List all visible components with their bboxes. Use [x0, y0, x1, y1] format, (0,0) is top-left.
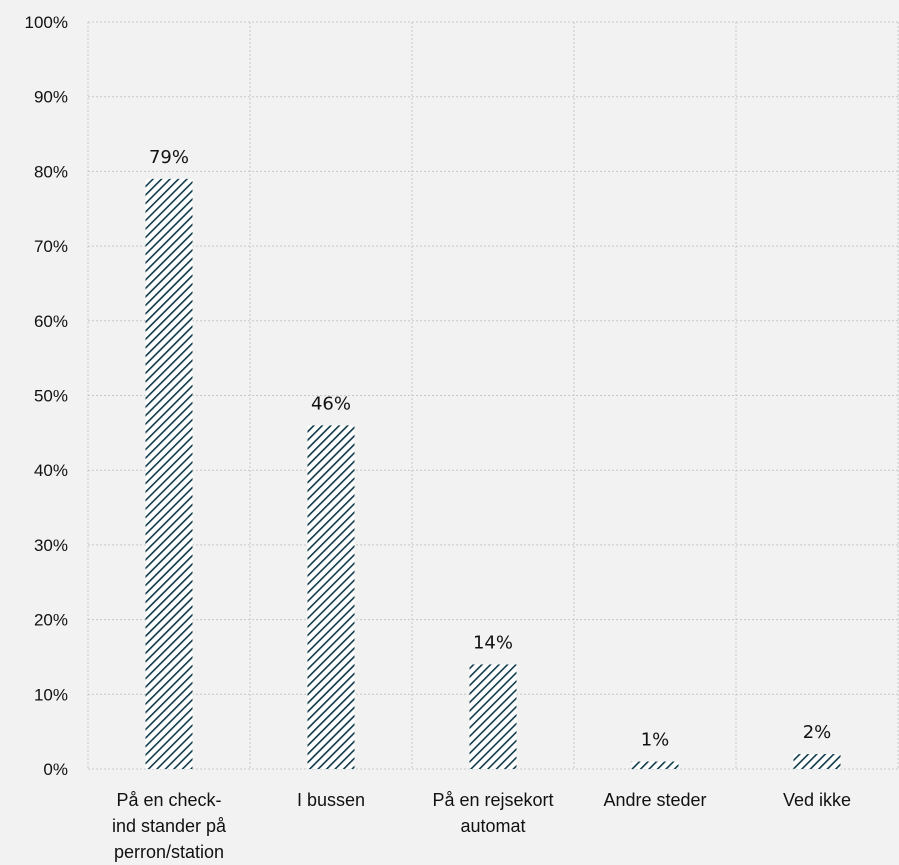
grid-lines — [87, 21, 899, 770]
bar — [631, 761, 679, 769]
y-tick-label: 50% — [34, 387, 68, 406]
x-axis-categories: På en check-ind stander på perron/station… — [112, 790, 851, 862]
bar — [793, 754, 841, 769]
y-tick-label: 70% — [34, 237, 68, 256]
category-label: Andre steder — [603, 790, 706, 810]
category-label: På en check- — [116, 790, 221, 810]
y-tick-label: 0% — [43, 760, 68, 779]
bars — [145, 178, 841, 769]
data-labels: 79% 46% 14% 1% 2% — [149, 147, 831, 751]
data-label: 14% — [473, 632, 513, 653]
y-tick-label: 90% — [34, 88, 68, 107]
y-tick-label: 20% — [34, 611, 68, 630]
y-tick-label: 40% — [34, 461, 68, 480]
data-label: 79% — [149, 147, 189, 168]
bar — [469, 664, 517, 769]
category-label: perron/station — [114, 842, 224, 862]
y-tick-label: 80% — [34, 162, 68, 181]
y-tick-label: 10% — [34, 685, 68, 704]
y-tick-label: 30% — [34, 536, 68, 555]
data-label: 2% — [803, 722, 832, 743]
y-tick-label: 100% — [25, 13, 68, 32]
category-label: ind stander på — [112, 816, 227, 836]
category-label: På en rejsekort — [432, 790, 553, 810]
category-label: automat — [460, 816, 525, 836]
y-axis-ticks: 0% 10% 20% 30% 40% 50% 60% 70% 80% 90% 100% — [25, 13, 68, 779]
bar — [307, 425, 355, 769]
y-tick-label: 60% — [34, 312, 68, 331]
category-label: Ved ikke — [783, 790, 851, 810]
category-label: I bussen — [297, 790, 365, 810]
data-label: 46% — [311, 393, 351, 414]
bar — [145, 178, 193, 769]
data-label: 1% — [641, 730, 670, 751]
